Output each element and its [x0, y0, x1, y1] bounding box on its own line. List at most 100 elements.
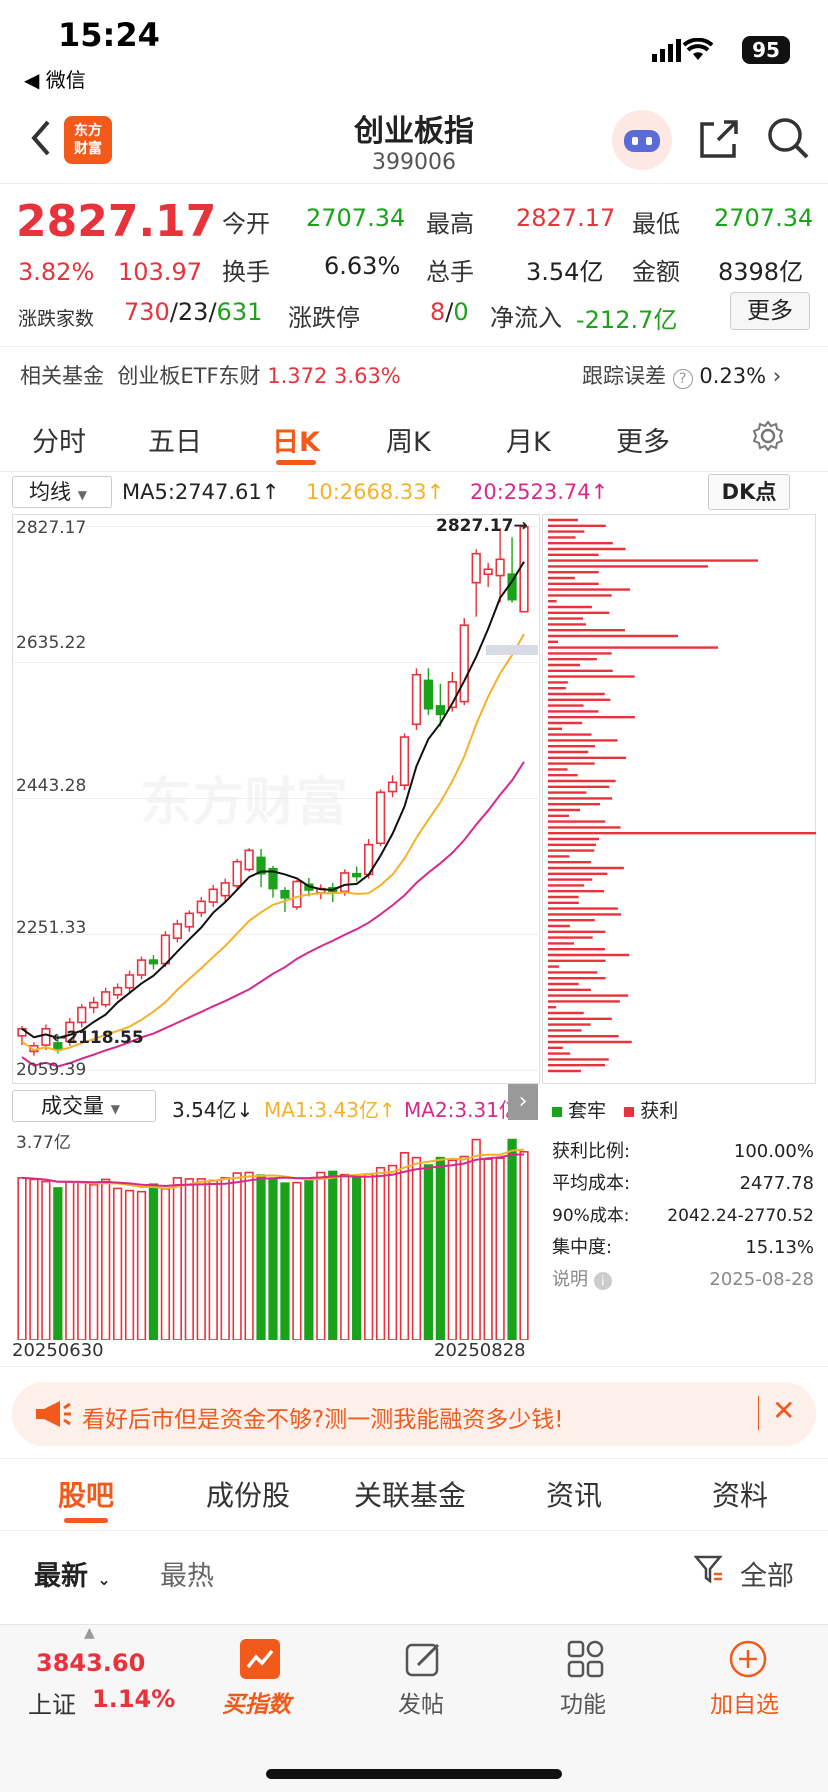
adv-dec-counts: 730/23/631 — [124, 298, 263, 326]
tab-profile[interactable]: 资料 — [712, 1479, 769, 1512]
robot-assistant-icon[interactable] — [612, 110, 672, 170]
ma20-line — [21, 761, 525, 1068]
tab-five-day[interactable]: 五日 — [148, 427, 202, 458]
kline-frame[interactable] — [12, 514, 540, 1084]
volume-chart[interactable] — [12, 1124, 540, 1340]
ma20-value: 20:2523.74↑ — [470, 480, 609, 504]
filter-icon[interactable] — [694, 1554, 724, 1584]
sh-index-pct[interactable]: 1.14% — [92, 1685, 176, 1713]
kline-chart[interactable] — [12, 514, 540, 1084]
post-icon[interactable] — [404, 1639, 444, 1679]
vol-ma2: MA2:3.31亿 — [404, 1098, 519, 1122]
candle-body — [340, 872, 350, 893]
post-label[interactable]: 发帖 — [398, 1692, 444, 1718]
more-quote-button[interactable]: 更多 — [730, 292, 810, 330]
volume-bar — [124, 1189, 135, 1340]
candle-body — [184, 912, 194, 928]
candle-body — [387, 781, 398, 793]
vol-ma1-line — [21, 1148, 525, 1190]
back-to-wechat[interactable]: ◀ 微信 — [24, 68, 86, 92]
dk-point-button[interactable]: DK点 — [708, 474, 790, 510]
sort-hot[interactable]: 最热 — [160, 1561, 214, 1592]
candle-body — [77, 1006, 87, 1024]
low-value: 2707.34 — [714, 204, 814, 232]
pct-change: 3.82% — [18, 258, 95, 286]
buy-index-label[interactable]: 买指数 — [222, 1692, 291, 1718]
volume-bar — [292, 1181, 302, 1340]
volume-bar — [17, 1177, 27, 1340]
close-banner-icon[interactable]: ✕ — [772, 1394, 796, 1427]
search-icon[interactable] — [766, 116, 810, 160]
help-icon: ? — [672, 369, 693, 389]
y-tick-2: 2635.22 — [16, 633, 87, 653]
y-tick-3: 2443.28 — [16, 776, 87, 796]
chip-distribution-chart — [548, 518, 816, 1073]
candle-body — [89, 1001, 99, 1009]
function-grid-icon[interactable] — [566, 1639, 606, 1679]
candle-body — [495, 558, 505, 577]
y-tick-1: 2827.17 — [16, 518, 87, 538]
volume-bar — [280, 1182, 290, 1340]
home-indicator — [266, 1769, 562, 1779]
ma-selector[interactable]: 均线 ▼ — [12, 476, 112, 508]
related-fund-row[interactable]: 相关基金 创业板ETF东财 1.372 3.63% — [20, 364, 401, 388]
candle-body — [208, 888, 218, 903]
high-value: 2827.17 — [516, 204, 616, 232]
y-tick-5: 2059.39 — [16, 1060, 87, 1080]
volume-bar — [89, 1183, 99, 1340]
tab-day-k[interactable]: 日K — [272, 427, 320, 458]
add-watchlist-label[interactable]: 加自选 — [710, 1692, 779, 1718]
tab-news[interactable]: 资讯 — [546, 1479, 603, 1512]
tab-week-k[interactable]: 周K — [386, 427, 431, 458]
function-label[interactable]: 功能 — [560, 1692, 606, 1718]
candle-body — [148, 959, 159, 965]
volume-bar — [101, 1178, 111, 1340]
candle-body — [65, 1021, 75, 1043]
limit-counts: 8/0 — [430, 298, 469, 326]
vol-ma1: MA1:3.43亿↑ — [264, 1098, 396, 1122]
tab-constituents[interactable]: 成份股 — [206, 1479, 291, 1512]
chip-legend: 套牢 获利 — [552, 1096, 678, 1123]
candle-body — [375, 791, 386, 845]
turnover-value: 6.63% — [324, 252, 401, 280]
candle-body — [41, 1027, 51, 1046]
candle-body — [220, 882, 230, 897]
status-time: 15:24 — [58, 16, 160, 54]
ma5-line — [21, 561, 525, 1040]
margin-banner[interactable]: 看好后市但是资金不够?测一测我能融资多少钱! ✕ — [12, 1382, 816, 1446]
volume-selector[interactable]: 成交量 ▼ — [12, 1090, 156, 1122]
add-watchlist-icon[interactable] — [728, 1639, 768, 1679]
buy-index-icon[interactable] — [240, 1639, 280, 1679]
tracking-error[interactable]: 跟踪误差 ? 0.23% › — [582, 364, 782, 389]
expand-arrow-icon[interactable]: › — [508, 1084, 538, 1120]
candle-body — [483, 568, 493, 575]
volume-bar — [507, 1138, 517, 1340]
tab-month-k[interactable]: 月K — [506, 427, 551, 458]
page-title: 创业板指 — [354, 114, 474, 149]
max-price-label: 2827.17→ — [436, 516, 528, 536]
sort-latest[interactable]: 最新 ⌄ — [34, 1561, 111, 1592]
tab-guba[interactable]: 股吧 — [58, 1479, 115, 1512]
settings-gear-icon[interactable] — [752, 420, 784, 452]
tab-fenshi[interactable]: 分时 — [32, 427, 86, 458]
active-tab-indicator — [276, 460, 316, 465]
amount-label: 金额 — [632, 258, 680, 286]
tab-related-funds[interactable]: 关联基金 — [354, 1479, 467, 1512]
volume-bar — [244, 1171, 254, 1340]
volume-bar — [53, 1187, 63, 1340]
volume-bar — [328, 1170, 338, 1340]
tab-more[interactable]: 更多 — [616, 427, 670, 458]
candle-body — [232, 860, 242, 887]
candle-body — [112, 986, 123, 996]
volume-bar — [160, 1188, 171, 1340]
sh-index-value[interactable]: 3843.60 — [36, 1649, 146, 1677]
info-icon: i — [593, 1272, 612, 1290]
sh-index-name[interactable]: 上证 — [28, 1691, 76, 1719]
share-icon[interactable] — [698, 118, 740, 160]
volume-bar — [435, 1156, 445, 1340]
back-arrow-icon[interactable] — [28, 118, 52, 158]
volume-bar — [411, 1156, 422, 1340]
filter-all[interactable]: 全部 — [740, 1561, 794, 1592]
volume-bar — [29, 1178, 39, 1340]
